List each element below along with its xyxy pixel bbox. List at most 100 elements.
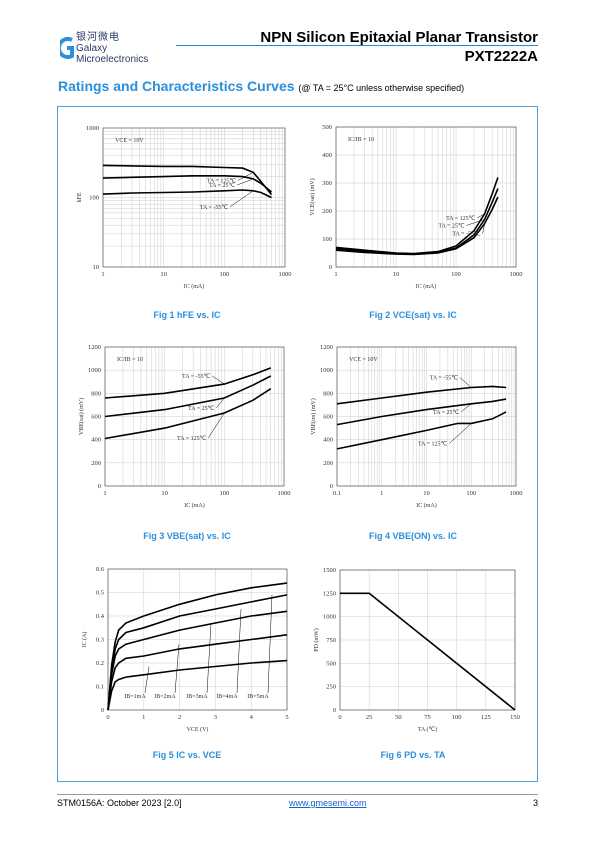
fig4-y-tick-label: 0 <box>330 483 333 490</box>
fig6-x-tick-label: 125 <box>481 714 491 721</box>
fig1-x-tick-label: 100 <box>219 271 229 278</box>
fig2-series-line <box>335 196 499 256</box>
fig1-series-label: TA = -55℃ <box>200 205 229 211</box>
fig2-plot-area <box>335 126 517 268</box>
fig5-plot-area <box>107 568 288 711</box>
fig3-y-tick-label: 800 <box>91 390 101 397</box>
fig6-x-axis-label: TA (℃) <box>418 726 437 733</box>
fig2-series-line <box>335 177 499 255</box>
fig3-series-label: TA = 25℃ <box>188 406 215 412</box>
fig6-y-tick-label: 1000 <box>323 614 336 621</box>
fig2-condition-note: IC/IB = 10 <box>348 137 374 143</box>
fig3-condition-note: IC/IB = 10 <box>117 357 143 363</box>
fig4-y-tick-label: 800 <box>323 390 333 397</box>
fig6-y-tick-label: 500 <box>326 660 336 667</box>
fig6-x-tick-label: 0 <box>338 714 341 721</box>
fig5-x-tick-label: 3 <box>214 714 217 721</box>
fig6-y-tick-label: 1500 <box>323 567 336 574</box>
fig1-x-axis-label: IC (mA) <box>184 283 205 290</box>
fig6-caption: Fig 6 PD vs. TA <box>380 750 446 760</box>
fig6-x-tick-label: 100 <box>452 714 462 721</box>
fig4-caption: Fig 4 VBE(ON) vs. IC <box>368 531 457 541</box>
document-title: NPN Silicon Epitaxial Planar Transistor <box>260 29 538 46</box>
fig1-x-tick-label: 1 <box>101 271 104 278</box>
fig3-series-label: TA = 125℃ <box>177 436 207 442</box>
fig5-y-tick-label: 0.5 <box>96 590 104 597</box>
fig5-label-leader <box>267 594 273 694</box>
fig2-y-tick-label: 0 <box>329 264 332 271</box>
fig4-series-label: TA = 125℃ <box>418 441 448 447</box>
fig5-y-tick-label: 0.2 <box>96 660 104 667</box>
fig5-y-tick-label: 0.1 <box>96 684 104 691</box>
fig3-caption: Fig 3 VBE(sat) vs. IC <box>143 531 231 541</box>
part-number: PXT2222A <box>464 48 538 65</box>
fig6-y-tick-label: 0 <box>333 707 336 714</box>
fig4-x-tick-label: 100 <box>466 490 476 497</box>
fig5-x-axis-label: VCE (V) <box>187 726 209 733</box>
fig4-x-tick-label: 1000 <box>510 490 523 497</box>
fig4-series-label: TA = -55℃ <box>430 376 459 382</box>
header-divider <box>176 45 538 46</box>
fig6-x-tick-label: 150 <box>510 714 520 721</box>
fig4-y-tick-label: 400 <box>323 437 333 444</box>
fig1-series-line <box>102 164 273 196</box>
fig5-series-line <box>107 610 288 711</box>
fig5-series-line <box>107 634 288 711</box>
fig2-y-tick-label: 200 <box>322 208 332 215</box>
footer-page-number: 3 <box>533 798 539 808</box>
fig1-caption: Fig 1 hFE vs. IC <box>153 310 221 320</box>
fig2-x-tick-label: 1 <box>334 271 337 278</box>
fig2-label-leader <box>466 219 485 226</box>
fig4-x-tick-label: 10 <box>423 490 430 497</box>
fig3-y-tick-label: 1000 <box>88 367 101 374</box>
fig5-series-line <box>107 582 288 711</box>
fig4-y-axis-label: VBE(on) (mV) <box>310 398 317 435</box>
fig6-x-tick-label: 25 <box>366 714 373 721</box>
fig3-y-axis-label: VBE(sat) (mV) <box>78 398 85 435</box>
fig5-ib-label: IB=5mA <box>247 694 269 700</box>
section-title-text: Ratings and Characteristics Curves <box>58 78 295 94</box>
fig1-label-leader <box>237 178 254 186</box>
fig2-series-label: TA = 125℃ <box>446 216 476 222</box>
fig1-series-line <box>102 189 272 199</box>
fig4-x-tick-label: 0.1 <box>333 490 341 497</box>
fig4-series-line <box>336 411 507 450</box>
fig1-series-label: TA = 25℃ <box>209 183 236 189</box>
fig2-series-label: TA = 25℃ <box>438 223 465 229</box>
fig5-label-leader <box>206 623 212 694</box>
fig6-plot-area <box>339 569 516 711</box>
fig4-label-leader <box>459 377 472 388</box>
fig4-x-axis-label: IC (mA) <box>416 502 437 509</box>
footer-website-link[interactable]: www.gmesemi.com <box>289 798 367 808</box>
fig3-x-tick-label: 1000 <box>278 490 291 497</box>
fig3-label-leader <box>208 412 225 439</box>
fig3-series-label: TA = -55℃ <box>182 374 211 380</box>
galaxy-logo-icon <box>60 37 74 59</box>
fig4-series-label: TA = 25℃ <box>433 410 460 416</box>
fig2-x-tick-label: 1000 <box>510 271 523 278</box>
fig1-y-tick-label: 10 <box>93 264 100 271</box>
fig6-series-line <box>340 592 516 711</box>
fig3-label-leader <box>212 375 225 385</box>
fig2-y-axis-label: VCE(sat) (mV) <box>309 178 316 215</box>
fig2-label-leader <box>477 213 485 219</box>
fig1-series-line <box>102 175 273 193</box>
fig4-label-leader <box>461 403 472 412</box>
fig5-y-tick-label: 0.3 <box>96 637 104 644</box>
fig4-y-tick-label: 600 <box>323 414 333 421</box>
fig3-x-tick-label: 1 <box>103 490 106 497</box>
fig1-y-tick-label: 1000 <box>86 125 99 132</box>
charts-frame <box>57 106 538 782</box>
fig3-label-leader <box>216 397 225 409</box>
logo-chinese-name: 银河微电 <box>76 32 120 43</box>
fig3-x-tick-label: 100 <box>219 490 229 497</box>
footer-divider <box>57 794 538 795</box>
fig4-x-tick-label: 1 <box>380 490 383 497</box>
fig6-y-tick-label: 1250 <box>323 590 336 597</box>
fig3-x-tick-label: 10 <box>161 490 168 497</box>
fig5-ib-label: IB=2mA <box>154 694 176 700</box>
logo-name-line2: Microelectronics <box>76 54 149 65</box>
fig4-y-tick-label: 1200 <box>320 344 333 351</box>
fig3-y-tick-label: 1200 <box>88 344 101 351</box>
